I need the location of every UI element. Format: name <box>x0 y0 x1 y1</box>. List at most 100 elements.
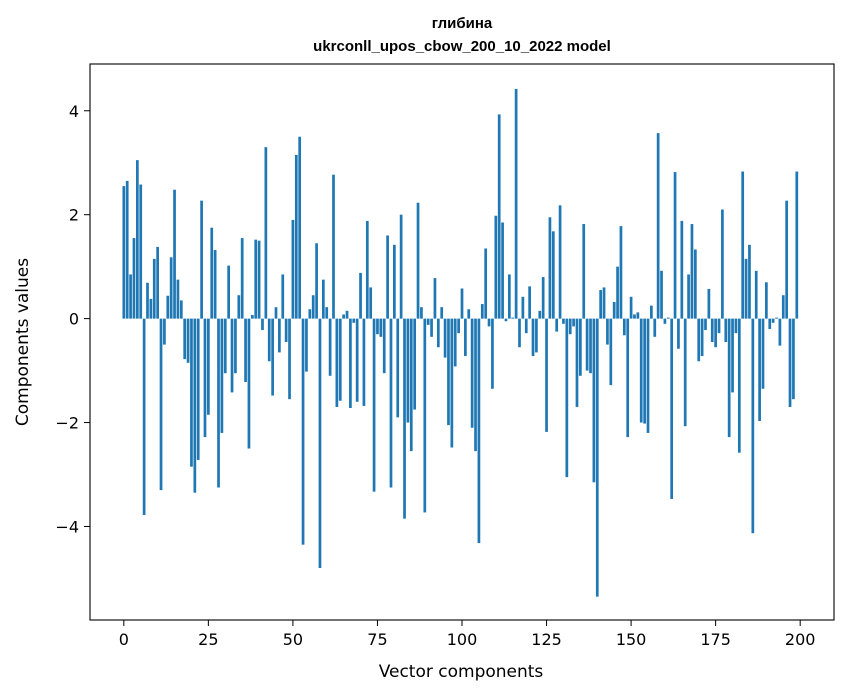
bar-128 <box>555 318 559 332</box>
bar-32 <box>230 318 234 393</box>
bar-178 <box>724 318 728 342</box>
bar-169 <box>693 249 697 319</box>
bar-75 <box>376 318 379 335</box>
bar-86 <box>413 318 417 410</box>
x-tick-label: 175 <box>700 630 731 649</box>
x-tick-label: 25 <box>198 630 218 649</box>
x-axis-ticks: 0 25 50 75 100 125 150 175 200 <box>119 620 816 649</box>
bar-198 <box>792 318 795 400</box>
bar-135 <box>579 318 582 376</box>
bar-107 <box>484 248 488 319</box>
bar-2 <box>129 274 132 319</box>
bar-90 <box>426 318 430 325</box>
bar-161 <box>666 317 670 319</box>
y-tick-label: −2 <box>55 414 79 433</box>
bar-65 <box>342 314 345 319</box>
bar-138 <box>589 318 592 374</box>
bar-109 <box>491 318 494 389</box>
bar-40 <box>257 240 261 319</box>
bar-34 <box>237 295 241 319</box>
bar-59 <box>321 279 325 319</box>
bar-180 <box>731 318 734 393</box>
bar-10 <box>156 246 159 319</box>
bar-98 <box>453 318 457 367</box>
bar-50 <box>291 219 295 319</box>
bar-197 <box>788 318 792 407</box>
bar-172 <box>704 318 707 331</box>
bar-121 <box>531 318 535 357</box>
bar-139 <box>592 318 596 483</box>
bar-120 <box>528 286 531 319</box>
bar-184 <box>744 258 748 319</box>
bar-162 <box>670 318 674 499</box>
bar-199 <box>795 171 799 319</box>
bar-83 <box>403 318 406 519</box>
bar-100 <box>460 288 464 319</box>
bar-129 <box>558 205 562 319</box>
bar-177 <box>721 209 724 319</box>
bar-45 <box>274 307 278 319</box>
bar-42 <box>264 147 268 319</box>
bar-81 <box>396 318 400 418</box>
y-axis-ticks: 4 2 0 −2 −4 <box>55 102 90 536</box>
bar-69 <box>355 318 359 402</box>
bar-182 <box>737 318 741 453</box>
bar-149 <box>626 318 630 438</box>
bar-142 <box>602 287 606 319</box>
bar-39 <box>254 239 258 319</box>
bar-71 <box>362 318 366 406</box>
bar-96 <box>447 318 450 426</box>
bar-146 <box>616 266 619 319</box>
bar-14 <box>169 257 173 319</box>
x-tick-label: 150 <box>616 630 647 649</box>
bar-126 <box>548 217 552 319</box>
bar-125 <box>545 318 548 432</box>
bar-31 <box>227 265 231 319</box>
chart-title: глибина <box>432 15 493 32</box>
y-tick-label: 0 <box>69 310 79 329</box>
bar-20 <box>190 318 193 467</box>
bar-136 <box>582 224 586 319</box>
bar-43 <box>267 318 271 362</box>
bar-188 <box>758 318 761 421</box>
x-tick-label: 0 <box>119 630 129 649</box>
bar-194 <box>778 318 782 346</box>
bar-137 <box>585 318 589 371</box>
y-tick-label: −4 <box>55 517 79 536</box>
bar-132 <box>568 318 572 335</box>
bar-25 <box>207 318 210 415</box>
bar-158 <box>656 133 660 319</box>
bar-30 <box>223 318 227 374</box>
bar-74 <box>372 318 376 492</box>
bar-179 <box>727 318 731 438</box>
bar-3 <box>132 238 136 319</box>
bar-63 <box>335 318 339 407</box>
bar-101 <box>464 318 467 357</box>
bar-44 <box>271 318 274 396</box>
bar-93 <box>436 318 440 348</box>
bar-19 <box>186 318 190 363</box>
bar-165 <box>680 220 684 319</box>
bar-6 <box>142 318 146 516</box>
bar-35 <box>240 238 244 319</box>
bar-151 <box>633 314 636 319</box>
bar-41 <box>261 318 264 331</box>
bar-150 <box>629 296 633 319</box>
bar-37 <box>247 318 251 449</box>
bar-7 <box>146 282 149 319</box>
bar-133 <box>572 318 575 327</box>
bar-157 <box>653 318 657 337</box>
bar-23 <box>200 200 203 319</box>
bar-174 <box>710 318 714 342</box>
x-tick-label: 200 <box>785 630 816 649</box>
bar-21 <box>193 318 197 493</box>
y-tick-label: 4 <box>69 102 79 121</box>
bar-103 <box>470 318 474 428</box>
bar-193 <box>775 317 778 319</box>
bar-117 <box>518 318 521 348</box>
bar-143 <box>606 318 609 345</box>
bar-105 <box>477 318 481 544</box>
bar-64 <box>338 318 342 401</box>
bar-134 <box>575 318 579 407</box>
bar-147 <box>619 226 623 319</box>
